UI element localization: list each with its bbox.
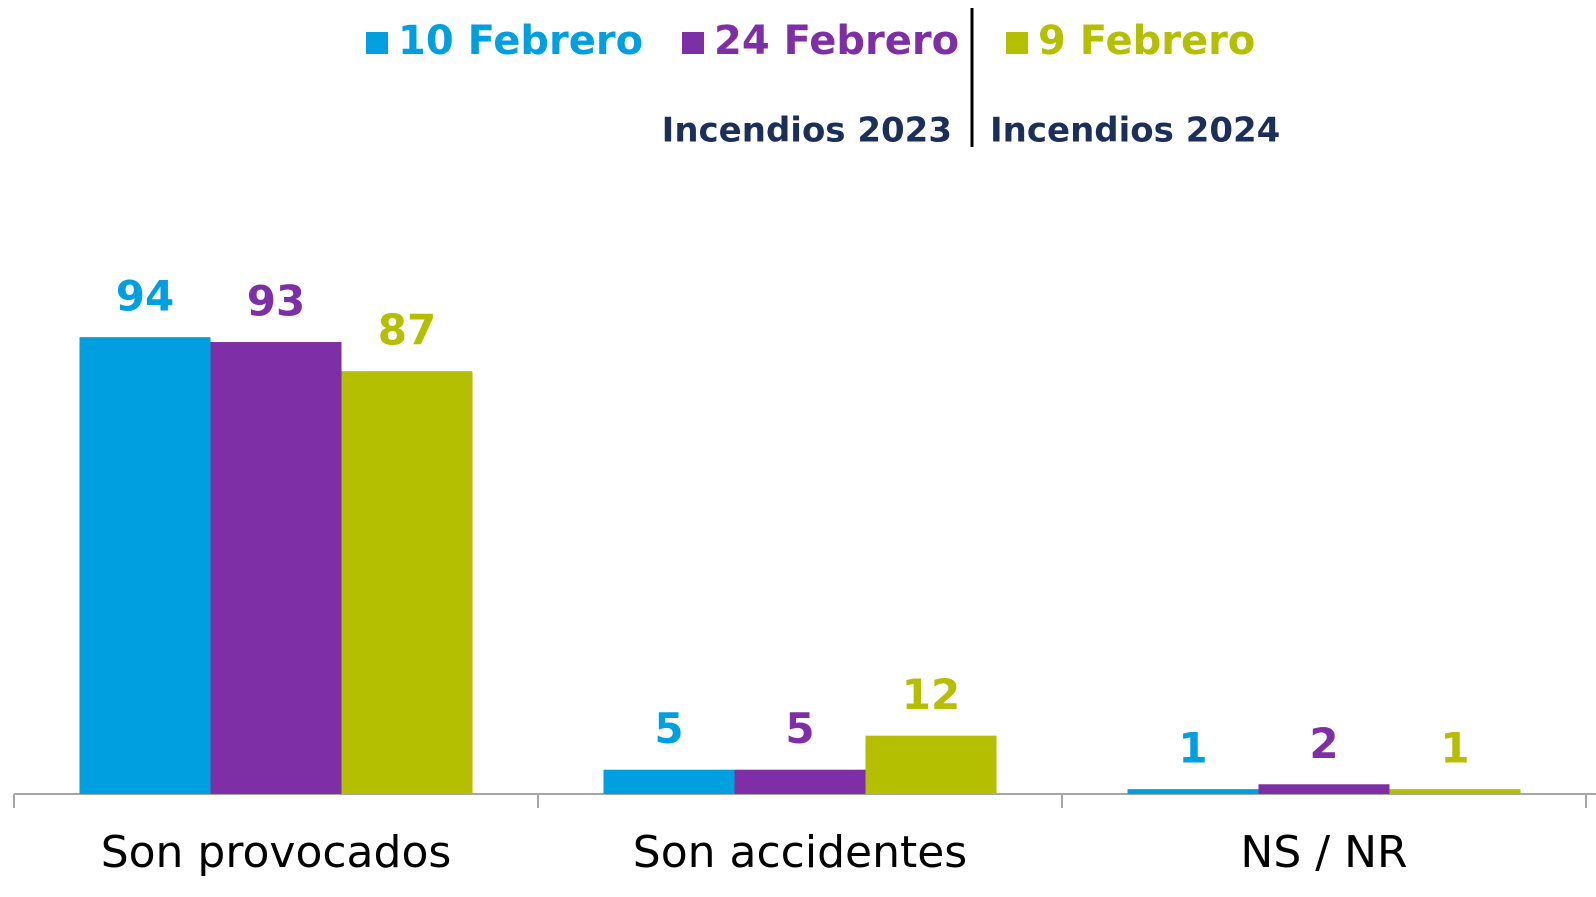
bar xyxy=(79,337,211,794)
legend-swatch xyxy=(1006,32,1028,54)
legend-swatch xyxy=(682,32,704,54)
x-tick-label: Son provocados xyxy=(101,827,452,878)
value-label: 94 xyxy=(116,272,174,321)
bar xyxy=(734,769,866,794)
group-label: Incendios 2023 xyxy=(662,111,952,151)
value-label: 1 xyxy=(1178,724,1207,773)
value-label: 87 xyxy=(378,306,436,355)
bar xyxy=(341,371,473,794)
bar xyxy=(1258,784,1390,794)
bar xyxy=(1127,789,1259,794)
bar xyxy=(865,735,997,794)
bar xyxy=(603,769,735,794)
value-label: 2 xyxy=(1309,719,1338,768)
value-label: 12 xyxy=(902,670,960,719)
x-tick-label: Son accidentes xyxy=(633,827,967,878)
value-label: 93 xyxy=(247,277,305,326)
bar xyxy=(1389,789,1521,794)
legend-label: 24 Febrero xyxy=(714,18,959,64)
x-tick-label: NS / NR xyxy=(1240,827,1407,878)
group-label: Incendios 2024 xyxy=(990,111,1280,151)
bar xyxy=(210,342,342,794)
legend-label: 9 Febrero xyxy=(1038,18,1255,64)
legend-swatch xyxy=(366,32,388,54)
legend-label: 10 Febrero xyxy=(398,18,643,64)
value-label: 1 xyxy=(1440,724,1469,773)
value-label: 5 xyxy=(785,704,814,753)
value-label: 5 xyxy=(654,704,683,753)
